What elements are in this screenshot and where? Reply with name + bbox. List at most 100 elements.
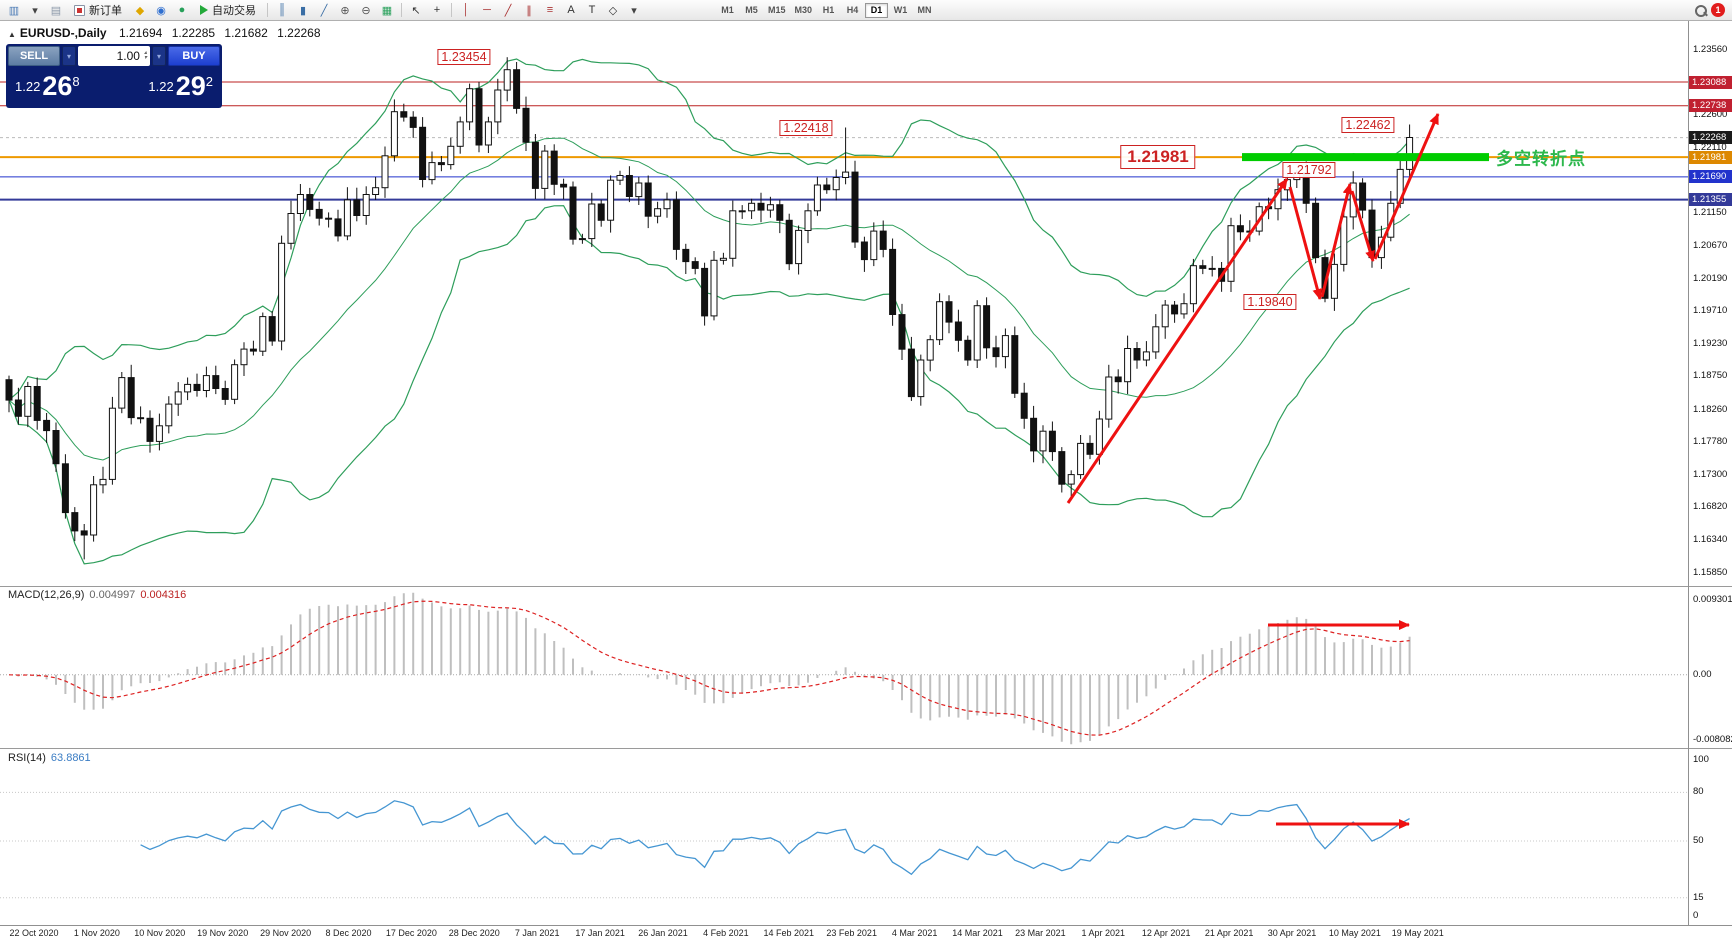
time-axis-label: 30 Apr 2021 [1267,928,1317,938]
new-order-button[interactable]: 新订单 [67,2,129,19]
shapes-tool-icon[interactable]: ◇ [603,2,623,19]
one-click-prices-row: 1.22 26 8 1.22 29 2 [8,66,220,106]
new-chart-icon[interactable]: ▥ [4,2,24,19]
time-axis-label: 29 Nov 2020 [260,928,312,938]
bar-chart-type-icon[interactable]: ║ [272,2,292,19]
cursor-icon[interactable]: ↖ [406,2,426,19]
macd-signal-value: 0.004316 [140,589,187,601]
ohlc-close: 1.22268 [277,26,321,40]
time-axis-label: 4 Feb 2021 [703,928,749,938]
channel-tool-icon[interactable]: ∥ [519,2,539,19]
timeframe-button-mn[interactable]: MN [913,3,936,18]
buy-price-pips: 29 [175,70,206,101]
price-tag: 1.22738 [1689,99,1732,113]
fibonacci-tool-icon[interactable]: ≡ [540,2,560,19]
macd-histogram [17,592,1411,745]
timeframe-button-h1[interactable]: H1 [817,3,840,18]
trendline-tool-icon[interactable]: ╱ [498,2,518,19]
time-axis-label: 17 Dec 2020 [385,928,437,938]
chart-canvas[interactable] [0,0,1688,940]
label-tool-icon[interactable]: T [582,2,602,19]
time-axis-label: 1 Nov 2020 [73,928,120,938]
timeframe-button-h4[interactable]: H4 [841,3,864,18]
volume-spinner[interactable]: ▴ ▾ [143,50,147,61]
price-tag: 1.21690 [1689,170,1732,184]
panel-separator[interactable] [0,586,1732,587]
price-tag: 1.21981 [1689,150,1732,164]
spinner-up-icon[interactable]: ▴ [143,50,147,56]
sell-price-main: 1.22 [15,79,41,95]
sell-button[interactable]: SELL [8,46,60,66]
crosshair-icon[interactable]: + [427,2,447,19]
profiles-icon[interactable]: ▤ [46,2,66,19]
sell-price-pips: 26 [42,70,73,101]
spinner-down-icon[interactable]: ▾ [143,55,147,61]
timeframe-button-w1[interactable]: W1 [889,3,912,18]
tile-windows-icon[interactable]: ▦ [377,2,397,19]
buy-price-main: 1.22 [148,79,174,95]
search-icon[interactable] [1694,4,1707,17]
line-chart-type-icon[interactable]: ╱ [314,2,334,19]
sell-dropdown-icon[interactable]: ▾ [62,46,76,66]
time-axis-label: 22 Oct 2020 [9,928,59,938]
time-axis-label: 23 Feb 2021 [826,928,877,938]
macd-scale-label: 0.009301 [1693,594,1732,605]
zoom-out-icon[interactable]: ⊖ [356,2,376,19]
shapes-dropdown-icon[interactable]: ▾ [624,2,644,19]
notifications-badge[interactable]: 1 [1711,3,1725,17]
time-axis-label: 28 Dec 2020 [448,928,500,938]
trend-arrows[interactable] [1066,113,1440,504]
turning-point-bar[interactable] [1242,153,1489,162]
price-scale-label: 1.17300 [1693,468,1728,480]
alerts-icon[interactable]: ◆ [130,2,150,19]
autotrading-button[interactable]: 自动交易 [193,2,263,19]
ohlc-open: 1.21694 [118,26,163,40]
new-chart-dropdown-icon[interactable]: ▾ [25,2,45,19]
community-icon[interactable]: ◉ [151,2,171,19]
price-scale-label: 1.17780 [1693,436,1728,448]
timeframe-button-d1[interactable]: D1 [865,2,889,18]
text-tool-icon[interactable]: A [561,2,581,19]
autotrading-play-icon [200,5,208,15]
price-scale-label: 1.23560 [1693,44,1728,55]
market-icon[interactable]: ● [172,2,192,19]
price-tag: 1.23088 [1689,75,1732,89]
horizontal-line-tool-icon[interactable]: ─ [477,2,497,19]
horizontal-level-lines[interactable] [0,81,1688,201]
sell-price[interactable]: 1.22 26 8 [15,70,80,101]
time-axis-label: 14 Mar 2021 [952,928,1003,938]
toolbar-pointer-group: ↖ + [406,2,447,19]
time-axis-label: 10 May 2021 [1328,928,1381,938]
timeframe-toolbar: M1 M5 M15 M30 H1 H4 D1 W1 MN [716,2,936,18]
chart-window-icon: ▲ [8,30,16,39]
macd-scale-label: 0.00 [1693,668,1712,680]
buy-price[interactable]: 1.22 29 2 [148,70,213,101]
buy-dropdown-icon[interactable]: ▾ [152,46,166,66]
rsi-scale-label: 15 [1693,891,1704,903]
rsi-scale-label: 100 [1693,754,1709,765]
buy-button[interactable]: BUY [168,46,220,66]
zoom-in-icon[interactable]: ⊕ [335,2,355,19]
price-scale-label: 1.20670 [1693,240,1728,252]
panel-separator[interactable] [0,748,1732,749]
price-scale-label: 1.21150 [1693,207,1727,219]
rsi-line [140,800,1410,876]
time-axis-label: 21 Apr 2021 [1204,928,1254,938]
timeframe-button-m30[interactable]: M30 [791,3,817,18]
time-axis-label: 10 Nov 2020 [134,928,186,938]
timeframe-button-m15[interactable]: M15 [764,3,790,18]
timeframe-button-m5[interactable]: M5 [740,3,763,18]
ohlc-low: 1.21682 [224,26,268,40]
time-axis-label: 4 Mar 2021 [891,928,938,938]
volume-field[interactable]: 1.00 ▴ ▾ [78,46,150,66]
candlestick-chart-type-icon[interactable]: ▮ [293,2,313,19]
time-scale[interactable]: 22 Oct 2020 1 Nov 2020 10 Nov 2020 19 Nov 2… [0,925,1732,940]
symbol-timeframe-label: EURUSD-,Daily [19,26,107,40]
time-axis-label: 17 Jan 2021 [575,928,625,938]
timeframe-button-m1[interactable]: M1 [716,3,739,18]
vertical-line-tool-icon[interactable]: │ [456,2,476,19]
time-axis-label: 23 Mar 2021 [1015,928,1066,938]
time-axis-label: 19 May 2021 [1391,928,1444,938]
price-scale[interactable]: 1.23560 1.22600 1.22110 1.21150 1.20670 1.201… [1688,21,1732,925]
toolbar-separator [451,3,452,17]
